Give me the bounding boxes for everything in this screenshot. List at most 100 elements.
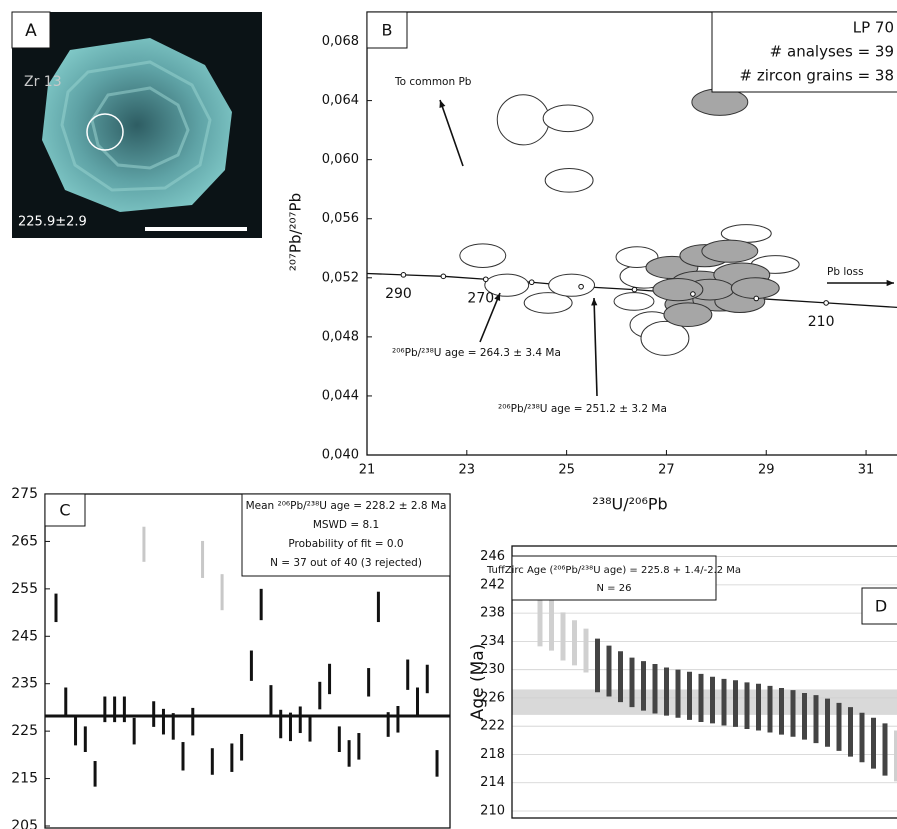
spot-age: 225.9±2.9 <box>18 215 87 230</box>
y-tick-label: 0,048 <box>322 329 359 344</box>
y-tick-label: 230 <box>480 662 505 677</box>
panel-c: 205 215 225 235 245 255 265 275 C Mean ²⁰⁶Pb/²³⁸U… <box>11 486 451 829</box>
y-tick-label: 0,060 <box>322 152 359 167</box>
info-text: # analyses = 39 <box>770 43 894 61</box>
error-ellipse <box>615 246 659 268</box>
y-tick-label: 265 <box>11 533 38 549</box>
x-axis-label: ²³⁸U/²⁰⁶Pb <box>592 495 667 514</box>
y-tick-label: 225 <box>11 723 38 739</box>
y-tick-label: 235 <box>11 676 38 692</box>
x-tick-label: 27 <box>658 463 675 478</box>
info-text: # zircon grains = 38 <box>740 67 894 85</box>
arrow-head <box>494 293 501 301</box>
concordia-extension <box>367 272 404 276</box>
x-tick-label: 25 <box>558 463 575 478</box>
concordia-age-point <box>631 286 638 293</box>
grain-label: Zr 13 <box>24 74 62 90</box>
error-ellipse <box>701 239 759 263</box>
annotation: ²⁰⁶Pb/²³⁸U age = 264.3 ± 3.4 Ma <box>392 347 561 359</box>
y-tick-label: 275 <box>11 486 38 502</box>
arrow <box>479 292 501 343</box>
plot-area <box>512 556 897 812</box>
error-ellipse <box>484 273 530 297</box>
y-tick-label: 210 <box>480 804 505 819</box>
spot-circle <box>86 113 124 151</box>
error-ellipse <box>640 320 690 356</box>
y-tick-label: 234 <box>480 634 505 649</box>
y-tick-label: 0,044 <box>322 388 359 403</box>
y-tick-label: 0,064 <box>322 93 359 108</box>
panel-label-box <box>861 587 897 625</box>
concordia-age-point <box>578 283 584 290</box>
panel-label: C <box>59 501 70 520</box>
confidence-band <box>512 689 897 715</box>
plot-area <box>367 88 897 356</box>
y-tick-label: 0,068 <box>322 34 359 49</box>
panel-label: B <box>382 21 393 40</box>
panel-d: 210 214 218 222 226 230 234 238 242 246 Age (Ma) Tu… <box>468 545 897 819</box>
y-tick-label: 246 <box>480 549 505 564</box>
arrow-head <box>886 279 894 287</box>
concordia-age-point <box>482 276 489 283</box>
error-ellipse <box>691 88 749 116</box>
y-tick-label: 0,056 <box>322 211 359 226</box>
concordia-age-point <box>823 300 829 306</box>
plot-area <box>54 526 439 787</box>
x-tick-label: 29 <box>758 463 775 478</box>
info-box <box>241 493 451 577</box>
x-tick-label: 23 <box>459 463 476 478</box>
y-tick-label: 222 <box>480 719 505 734</box>
y-tick-label: 205 <box>11 818 38 829</box>
arrow <box>439 99 464 167</box>
info-text: Probability of fit = 0.0 <box>288 538 403 550</box>
error-ellipse <box>730 277 780 299</box>
info-text: N = 37 out of 40 (3 rejected) <box>270 557 422 569</box>
panel-label-box <box>366 11 408 49</box>
y-tick-label: 238 <box>480 606 505 621</box>
zircon-zone <box>90 86 190 170</box>
error-ellipse <box>542 104 594 133</box>
panel-label: D <box>875 597 887 616</box>
zircon-zone <box>60 60 212 192</box>
concordia-extension <box>826 302 897 309</box>
y-tick-label: 245 <box>11 628 38 644</box>
info-box <box>511 555 717 601</box>
annotation: Pb loss <box>827 266 864 278</box>
concordia-age-point <box>753 295 760 302</box>
error-ellipse <box>663 302 713 328</box>
arrow-head <box>591 298 598 306</box>
y-tick-label: 214 <box>480 775 505 790</box>
panel-label: A <box>25 21 37 41</box>
panel-b: 21 23 25 27 29 31 0,040 0,044 0,048 0,052 0,056 0,0… <box>287 11 897 514</box>
info-text: N = 26 <box>597 583 632 594</box>
arrow-head <box>439 100 446 108</box>
y-tick-label: 255 <box>11 581 38 597</box>
error-ellipse <box>544 168 594 193</box>
panel-label-box <box>11 11 51 49</box>
concordia-age-label: 270 <box>467 290 494 306</box>
concordia-age-point <box>440 273 447 280</box>
y-tick-label: 218 <box>480 747 505 762</box>
error-ellipse <box>613 292 655 311</box>
concordia-age-label: 210 <box>808 314 835 330</box>
info-text: Mean ²⁰⁶Pb/²³⁸U age = 228.2 ± 2.8 Ma <box>246 500 447 512</box>
y-tick-label: 242 <box>480 577 505 592</box>
y-tick-label: 215 <box>11 771 38 787</box>
error-ellipse <box>459 243 507 268</box>
annotation: ²⁰⁶Pb/²³⁸U age = 251.2 ± 3.2 Ma <box>498 403 667 415</box>
info-text: MSWD = 8.1 <box>313 519 379 531</box>
concordia-age-label: 290 <box>385 286 412 302</box>
x-tick-label: 21 <box>359 463 376 478</box>
arrow <box>593 297 598 397</box>
plot-frame <box>366 11 897 456</box>
info-box <box>711 11 897 93</box>
y-axis-label: ²⁰⁷Pb/²⁰⁷Pb <box>287 193 305 271</box>
info-text: LP 70 <box>853 19 894 37</box>
image-panel: A Zr 13 225.9±2.9 <box>11 11 262 238</box>
concordia-age-point <box>528 279 535 286</box>
panel-label-box <box>44 493 86 527</box>
y-tick-label: 0,052 <box>322 270 359 285</box>
annotation: To common Pb <box>394 76 472 88</box>
